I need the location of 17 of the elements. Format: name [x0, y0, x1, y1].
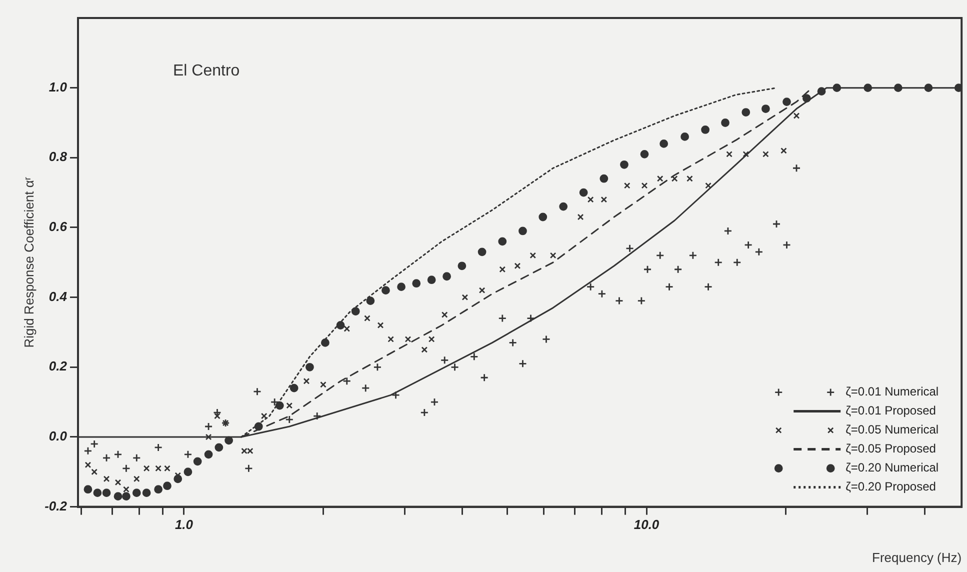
y-tick-label: 0.8 — [48, 149, 68, 164]
legend-label: ζ=0.05 Numerical — [846, 422, 939, 437]
x-tick-label: 10.0 — [634, 517, 660, 532]
legend-label: ζ=0.05 Proposed — [846, 442, 936, 456]
y-tick-label: 0.0 — [48, 428, 68, 444]
legend-label: ζ=0.20 Numerical — [846, 460, 939, 475]
legend-label: ζ=0.01 Proposed — [846, 404, 936, 418]
annotation: El Centro — [173, 62, 240, 80]
y-tick-label: 0.2 — [48, 358, 68, 374]
y-tick-label: 1.0 — [48, 79, 68, 94]
y-tick-label: 0.6 — [48, 219, 68, 234]
legend-label: ζ=0.20 Proposed — [846, 480, 936, 494]
y-tick-label: 0.4 — [48, 288, 68, 304]
y-axis-title: Rigid Response Coefficient αʳ — [21, 176, 36, 348]
legend-label: ζ=0.01 Numerical — [846, 384, 939, 399]
y-tick-label: -0.2 — [44, 498, 68, 514]
x-axis-title: Frequency (Hz) — [872, 550, 962, 565]
